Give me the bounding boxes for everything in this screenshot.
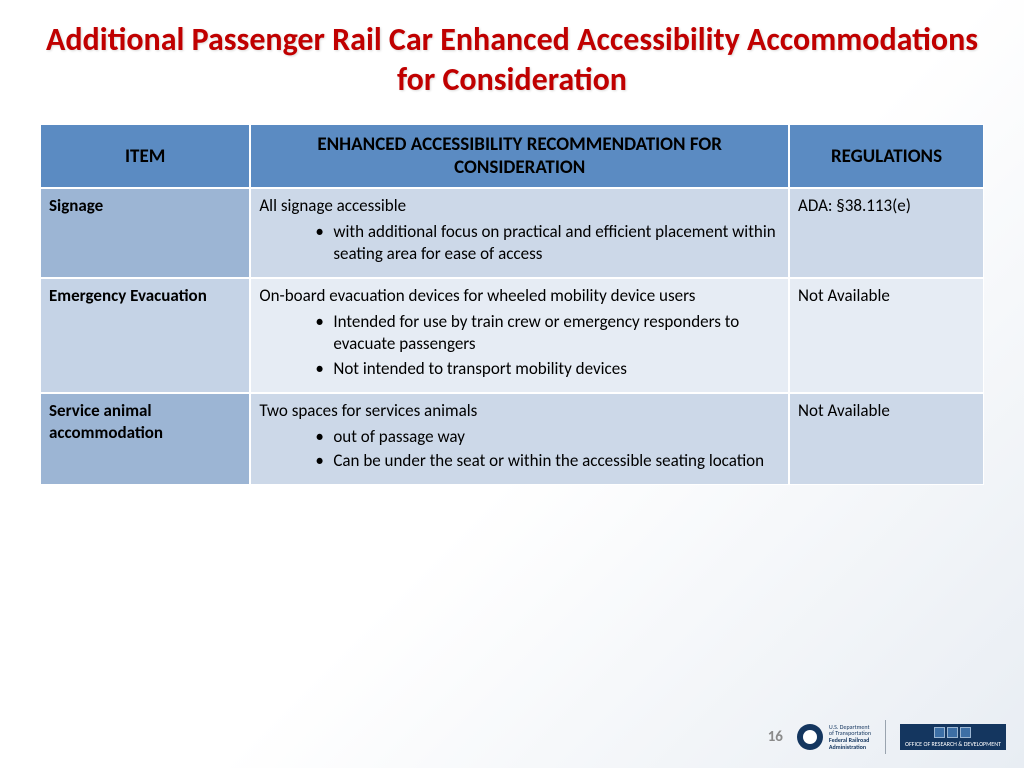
ord-squares: [934, 727, 971, 738]
page-number: 16: [768, 728, 783, 746]
table-header-row: ITEM ENHANCED ACCESSIBILITY RECOMMENDATI…: [40, 124, 984, 188]
ord-square-icon: [960, 727, 971, 738]
cell-item: Emergency Evacuation: [40, 278, 250, 392]
rec-bullet: Not intended to transport mobility devic…: [315, 358, 780, 380]
rec-lead: All signage accessible: [259, 195, 406, 216]
table-row: Signage All signage accessible with addi…: [40, 188, 984, 278]
dot-seal-icon: [797, 724, 823, 750]
col-header-item: ITEM: [40, 124, 250, 188]
rec-lead: Two spaces for services animals: [259, 400, 477, 421]
cell-regulation: Not Available: [789, 393, 984, 485]
rec-bullet: Intended for use by train crew or emerge…: [315, 311, 780, 355]
table-row: Emergency Evacuation On-board evacuation…: [40, 278, 984, 392]
cell-item: Service animal accommodation: [40, 393, 250, 485]
col-header-regulations: REGULATIONS: [789, 124, 984, 188]
rec-bullet: out of passage way: [315, 426, 780, 448]
ord-logo: OFFICE OF RESEARCH & DEVELOPMENT: [900, 724, 1006, 750]
cell-recommendation: All signage accessible with additional f…: [250, 188, 789, 278]
rec-bullets: with additional focus on practical and e…: [259, 221, 780, 265]
fra-logo: U.S. Department of Transportation Federa…: [797, 724, 871, 750]
ord-label: OFFICE OF RESEARCH & DEVELOPMENT: [905, 740, 1001, 748]
cell-item: Signage: [40, 188, 250, 278]
slide-title: Additional Passenger Rail Car Enhanced A…: [40, 20, 984, 100]
rec-bullet: Can be under the seat or within the acce…: [315, 450, 780, 472]
rec-lead: On-board evacuation devices for wheeled …: [259, 285, 695, 306]
accessibility-table: ITEM ENHANCED ACCESSIBILITY RECOMMENDATI…: [40, 124, 984, 485]
ord-square-icon: [947, 727, 958, 738]
logo-divider: [885, 720, 886, 754]
rec-bullets: Intended for use by train crew or emerge…: [259, 311, 780, 379]
cell-recommendation: Two spaces for services animals out of p…: [250, 393, 789, 485]
cell-regulation: ADA: §38.113(e): [789, 188, 984, 278]
cell-regulation: Not Available: [789, 278, 984, 392]
rec-bullet: with additional focus on practical and e…: [315, 221, 780, 265]
fra-text: U.S. Department of Transportation Federa…: [829, 724, 871, 750]
ord-square-icon: [934, 727, 945, 738]
rec-bullets: out of passage way Can be under the seat…: [259, 426, 780, 472]
col-header-recommendation: ENHANCED ACCESSIBILITY RECOMMENDATION FO…: [250, 124, 789, 188]
slide: Additional Passenger Rail Car Enhanced A…: [0, 0, 1024, 768]
table-row: Service animal accommodation Two spaces …: [40, 393, 984, 485]
cell-recommendation: On-board evacuation devices for wheeled …: [250, 278, 789, 392]
slide-footer: 16 U.S. Department of Transportation Fed…: [768, 720, 1006, 754]
fra-line: Administration: [829, 744, 871, 751]
